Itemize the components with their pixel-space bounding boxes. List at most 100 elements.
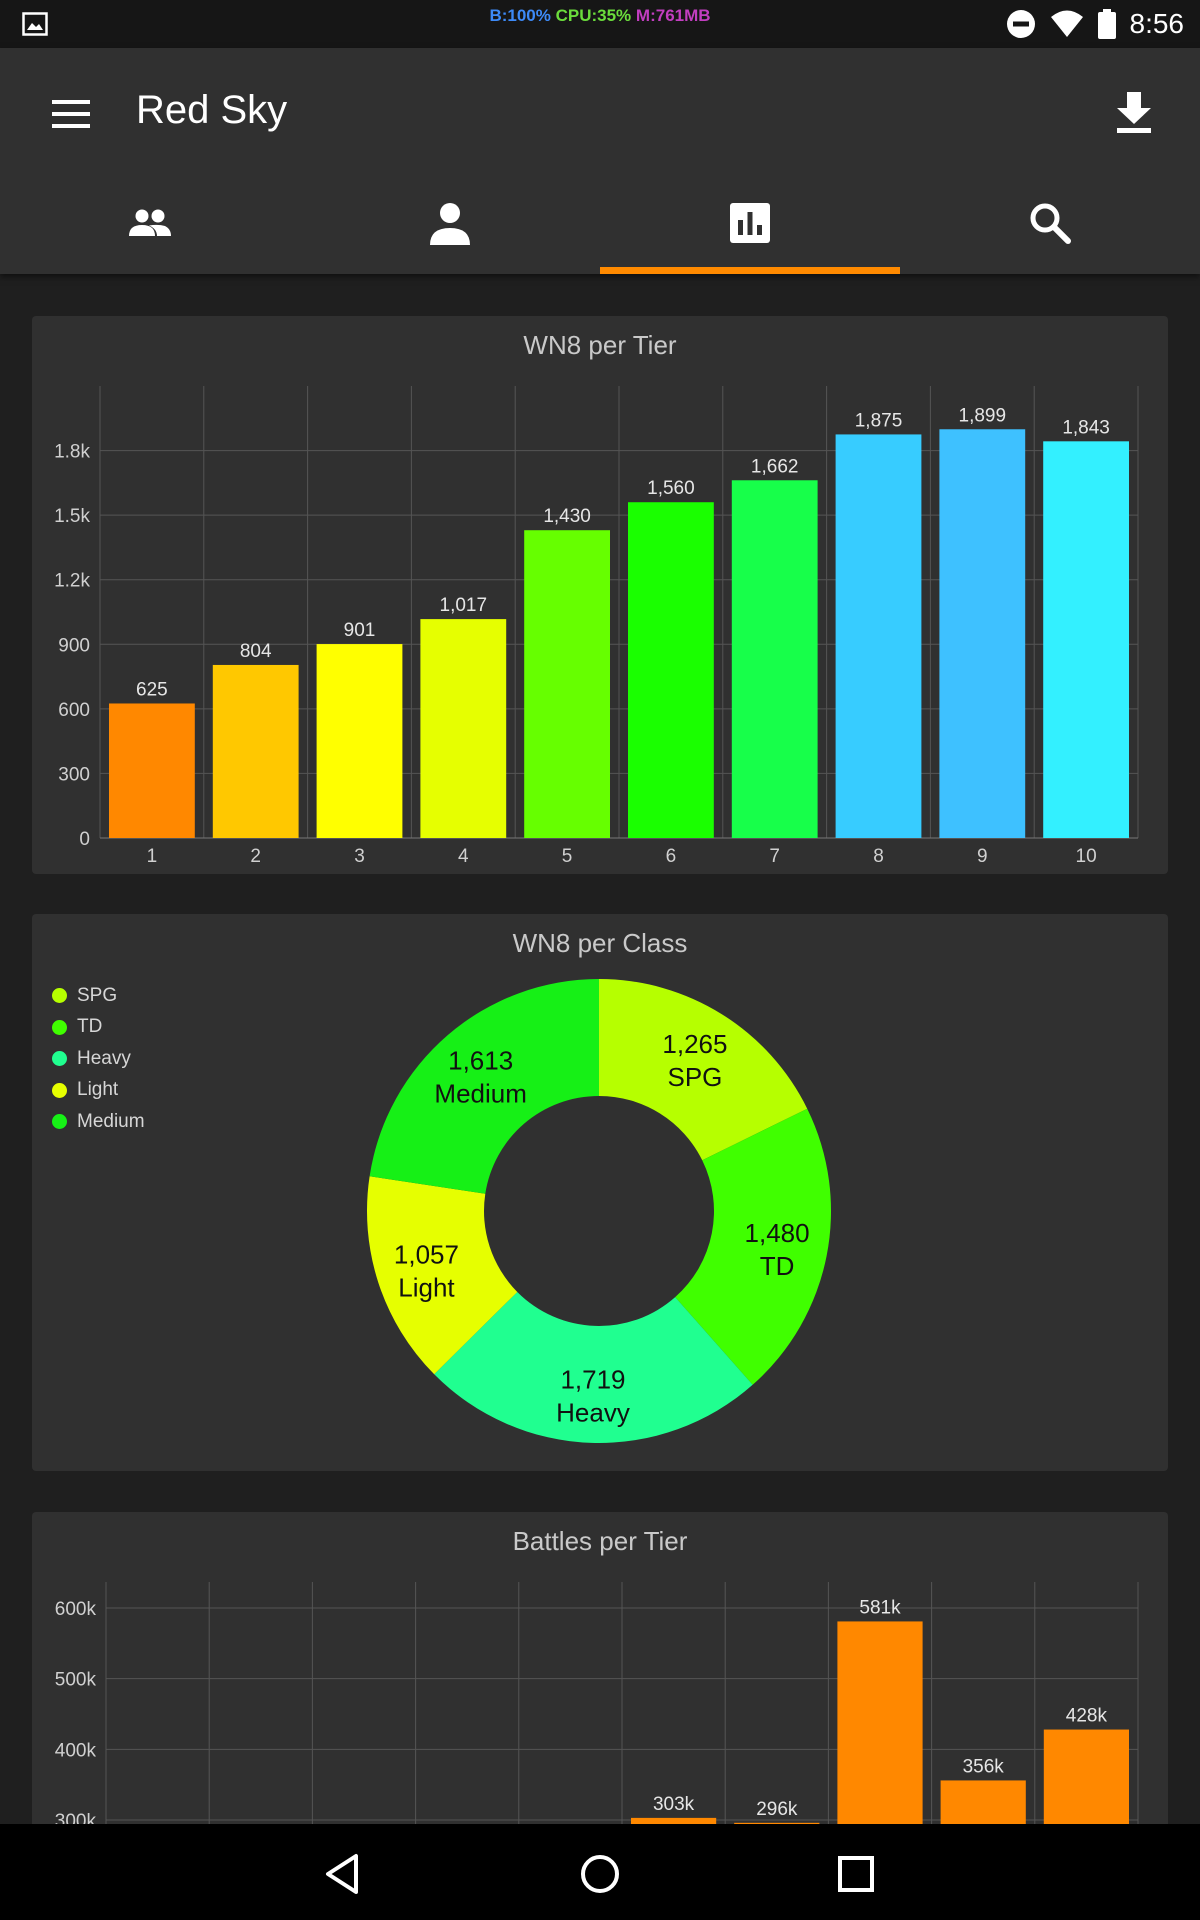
wn8-bar (1043, 441, 1129, 838)
legend-dot (52, 1114, 67, 1130)
clock: 8:56 (1129, 8, 1185, 39)
bar-value-label: 804 (240, 641, 272, 662)
bar-value-label: 303k (653, 1794, 695, 1815)
bar-value-label: 901 (344, 620, 376, 641)
y-tick-label: 0 (79, 829, 90, 850)
slice-name-label: Heavy (556, 1397, 630, 1427)
bar-chart-icon (730, 203, 770, 243)
wn8-bar (628, 502, 714, 838)
battles-bar (940, 1780, 1026, 1824)
y-tick-label: 600 (58, 700, 90, 721)
legend-label: Light (77, 1079, 119, 1101)
battles-bar (631, 1817, 717, 1824)
slice-value-label: 1,613 (448, 1045, 513, 1075)
legend-dot (52, 1082, 67, 1098)
battles-per-tier-chart: 300k 400k 500k 600k 303k 296k 581k 356k 428k (55, 1582, 1139, 1824)
battery-icon (1097, 9, 1116, 39)
cpu-stat: CPU:35% (555, 6, 632, 25)
donut-slice (369, 979, 599, 1194)
back-icon[interactable] (320, 1850, 368, 1898)
battles-bar (1043, 1729, 1129, 1824)
slice-name-label: SPG (667, 1062, 722, 1092)
menu-icon[interactable] (48, 94, 96, 134)
legend-item: Light (52, 1075, 145, 1107)
battles-bar (837, 1621, 923, 1824)
donut-slice (599, 979, 808, 1161)
x-tick-label: 9 (977, 846, 988, 867)
status-bar: B:100% CPU:35% M:761MB 8:56 (0, 0, 1200, 48)
y-tick-label: 1.8k (54, 442, 90, 463)
x-tick-label: 2 (250, 846, 261, 867)
statistics-content[interactable]: WN8 per Tier 0 300 600 900 1.2k 1.5k 1.8k 625 1 8… (0, 274, 1200, 1824)
tab-statistics[interactable] (600, 172, 900, 274)
legend-item: TD (52, 1012, 145, 1044)
tab-search[interactable] (900, 172, 1200, 274)
tab-bar (0, 172, 1200, 274)
slice-name-label: TD (760, 1251, 795, 1281)
battles-per-tier-card: Battles per Tier 300k 400k 500k 600k 303k 296… (32, 1512, 1168, 1824)
x-tick-label: 8 (873, 846, 884, 867)
legend-item: Medium (52, 1106, 145, 1138)
app-title: Red Sky (136, 88, 288, 132)
person-icon (430, 203, 470, 245)
legend-label: Medium (77, 1110, 145, 1132)
wn8-bar (939, 429, 1026, 838)
home-icon[interactable] (576, 1850, 624, 1898)
bar-value-label: 581k (859, 1597, 901, 1618)
wn8-per-class-legend: SPG TD Heavy Light Medium (52, 980, 145, 1138)
battles-bar (734, 1822, 820, 1824)
bar-value-label: 1,017 (440, 595, 488, 616)
wn8-per-tier-chart: 0 300 600 900 1.2k 1.5k 1.8k 625 1 804 2 901 3 1,017 4… (54, 386, 1139, 867)
wn8-per-tier-title: WN8 per Tier (523, 330, 677, 360)
recents-icon[interactable] (832, 1850, 880, 1898)
legend-dot (52, 988, 67, 1004)
y-tick-label: 1.2k (54, 571, 90, 592)
x-tick-label: 5 (562, 846, 573, 867)
legend-item: Heavy (52, 1043, 145, 1075)
tab-clan[interactable] (0, 172, 300, 274)
x-tick-label: 7 (769, 846, 780, 867)
wn8-per-tier-card: WN8 per Tier 0 300 600 900 1.2k 1.5k 1.8k 625 1 8… (32, 316, 1168, 874)
wn8-bar (212, 664, 299, 838)
search-icon (1030, 203, 1071, 244)
bar-value-label: 428k (1066, 1706, 1108, 1727)
wn8-bar (835, 434, 922, 838)
y-tick-label: 1.5k (54, 506, 90, 527)
wn8-bar (524, 530, 610, 838)
donut-slice (675, 1108, 831, 1385)
bar-value-label: 1,875 (855, 410, 903, 431)
y-tick-label: 400k (55, 1740, 97, 1761)
legend-item: SPG (52, 980, 145, 1012)
bar-value-label: 1,662 (751, 456, 799, 477)
legend-dot (52, 1051, 67, 1067)
bar-value-label: 1,430 (543, 506, 591, 527)
y-tick-label: 300 (58, 764, 90, 785)
x-tick-label: 3 (354, 846, 365, 867)
x-tick-label: 4 (458, 846, 469, 867)
slice-value-label: 1,719 (560, 1364, 625, 1394)
system-stats: B:100% CPU:35% M:761MB (0, 6, 1200, 26)
wn8-bar (109, 703, 195, 838)
wn8-bar (731, 480, 818, 838)
bar-value-label: 625 (136, 679, 168, 700)
y-tick-label: 500k (55, 1670, 97, 1691)
legend-label: Heavy (77, 1047, 131, 1069)
legend-dot (52, 1019, 67, 1035)
wifi-icon (1050, 10, 1083, 37)
group-icon (129, 209, 171, 236)
slice-value-label: 1,480 (745, 1218, 810, 1248)
slice-name-label: Medium (434, 1078, 526, 1108)
y-tick-label: 600k (55, 1599, 97, 1620)
bar-value-label: 1,899 (959, 405, 1007, 426)
tab-player[interactable] (300, 172, 600, 274)
download-icon[interactable] (1112, 88, 1156, 136)
battles-per-tier-title: Battles per Tier (512, 1526, 688, 1556)
wn8-per-class-card: WN8 per Class SPG TD Heavy Light Medium 1,26… (32, 914, 1168, 1471)
donut-slice (367, 1176, 518, 1375)
image-notification-icon (22, 12, 48, 36)
battery-stat: B:100% (489, 6, 551, 25)
app-bar: Red Sky (0, 48, 1200, 274)
x-tick-label: 1 (147, 846, 158, 867)
wn8-bar (316, 644, 403, 838)
